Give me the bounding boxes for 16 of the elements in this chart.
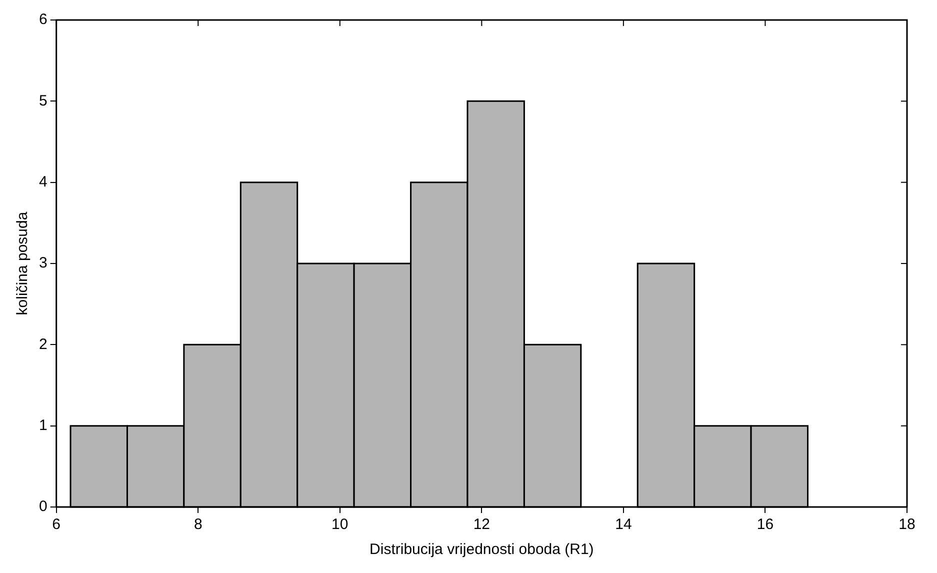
x-tick-label: 8	[194, 516, 202, 534]
y-tick-label: 0	[39, 498, 48, 516]
y-axis-title: količina posuda	[14, 211, 32, 316]
y-tick-label: 5	[39, 92, 48, 110]
y-tick-label: 4	[39, 173, 48, 190]
x-tick-label: 10	[332, 516, 348, 534]
y-tick-label: 1	[39, 416, 48, 434]
y-tick-label: 6	[39, 11, 48, 28]
x-axis-title: Distribucija vrijednosti oboda (R1)	[370, 541, 594, 558]
y-tick-label: 2	[39, 336, 48, 353]
x-tick-label: 12	[473, 516, 490, 534]
x-tick-label: 6	[52, 516, 61, 534]
x-tick-label: 16	[756, 516, 774, 534]
x-tick-label: 14	[615, 516, 632, 534]
x-tick-label: 18	[898, 516, 916, 534]
y-tick-label: 3	[39, 254, 48, 272]
